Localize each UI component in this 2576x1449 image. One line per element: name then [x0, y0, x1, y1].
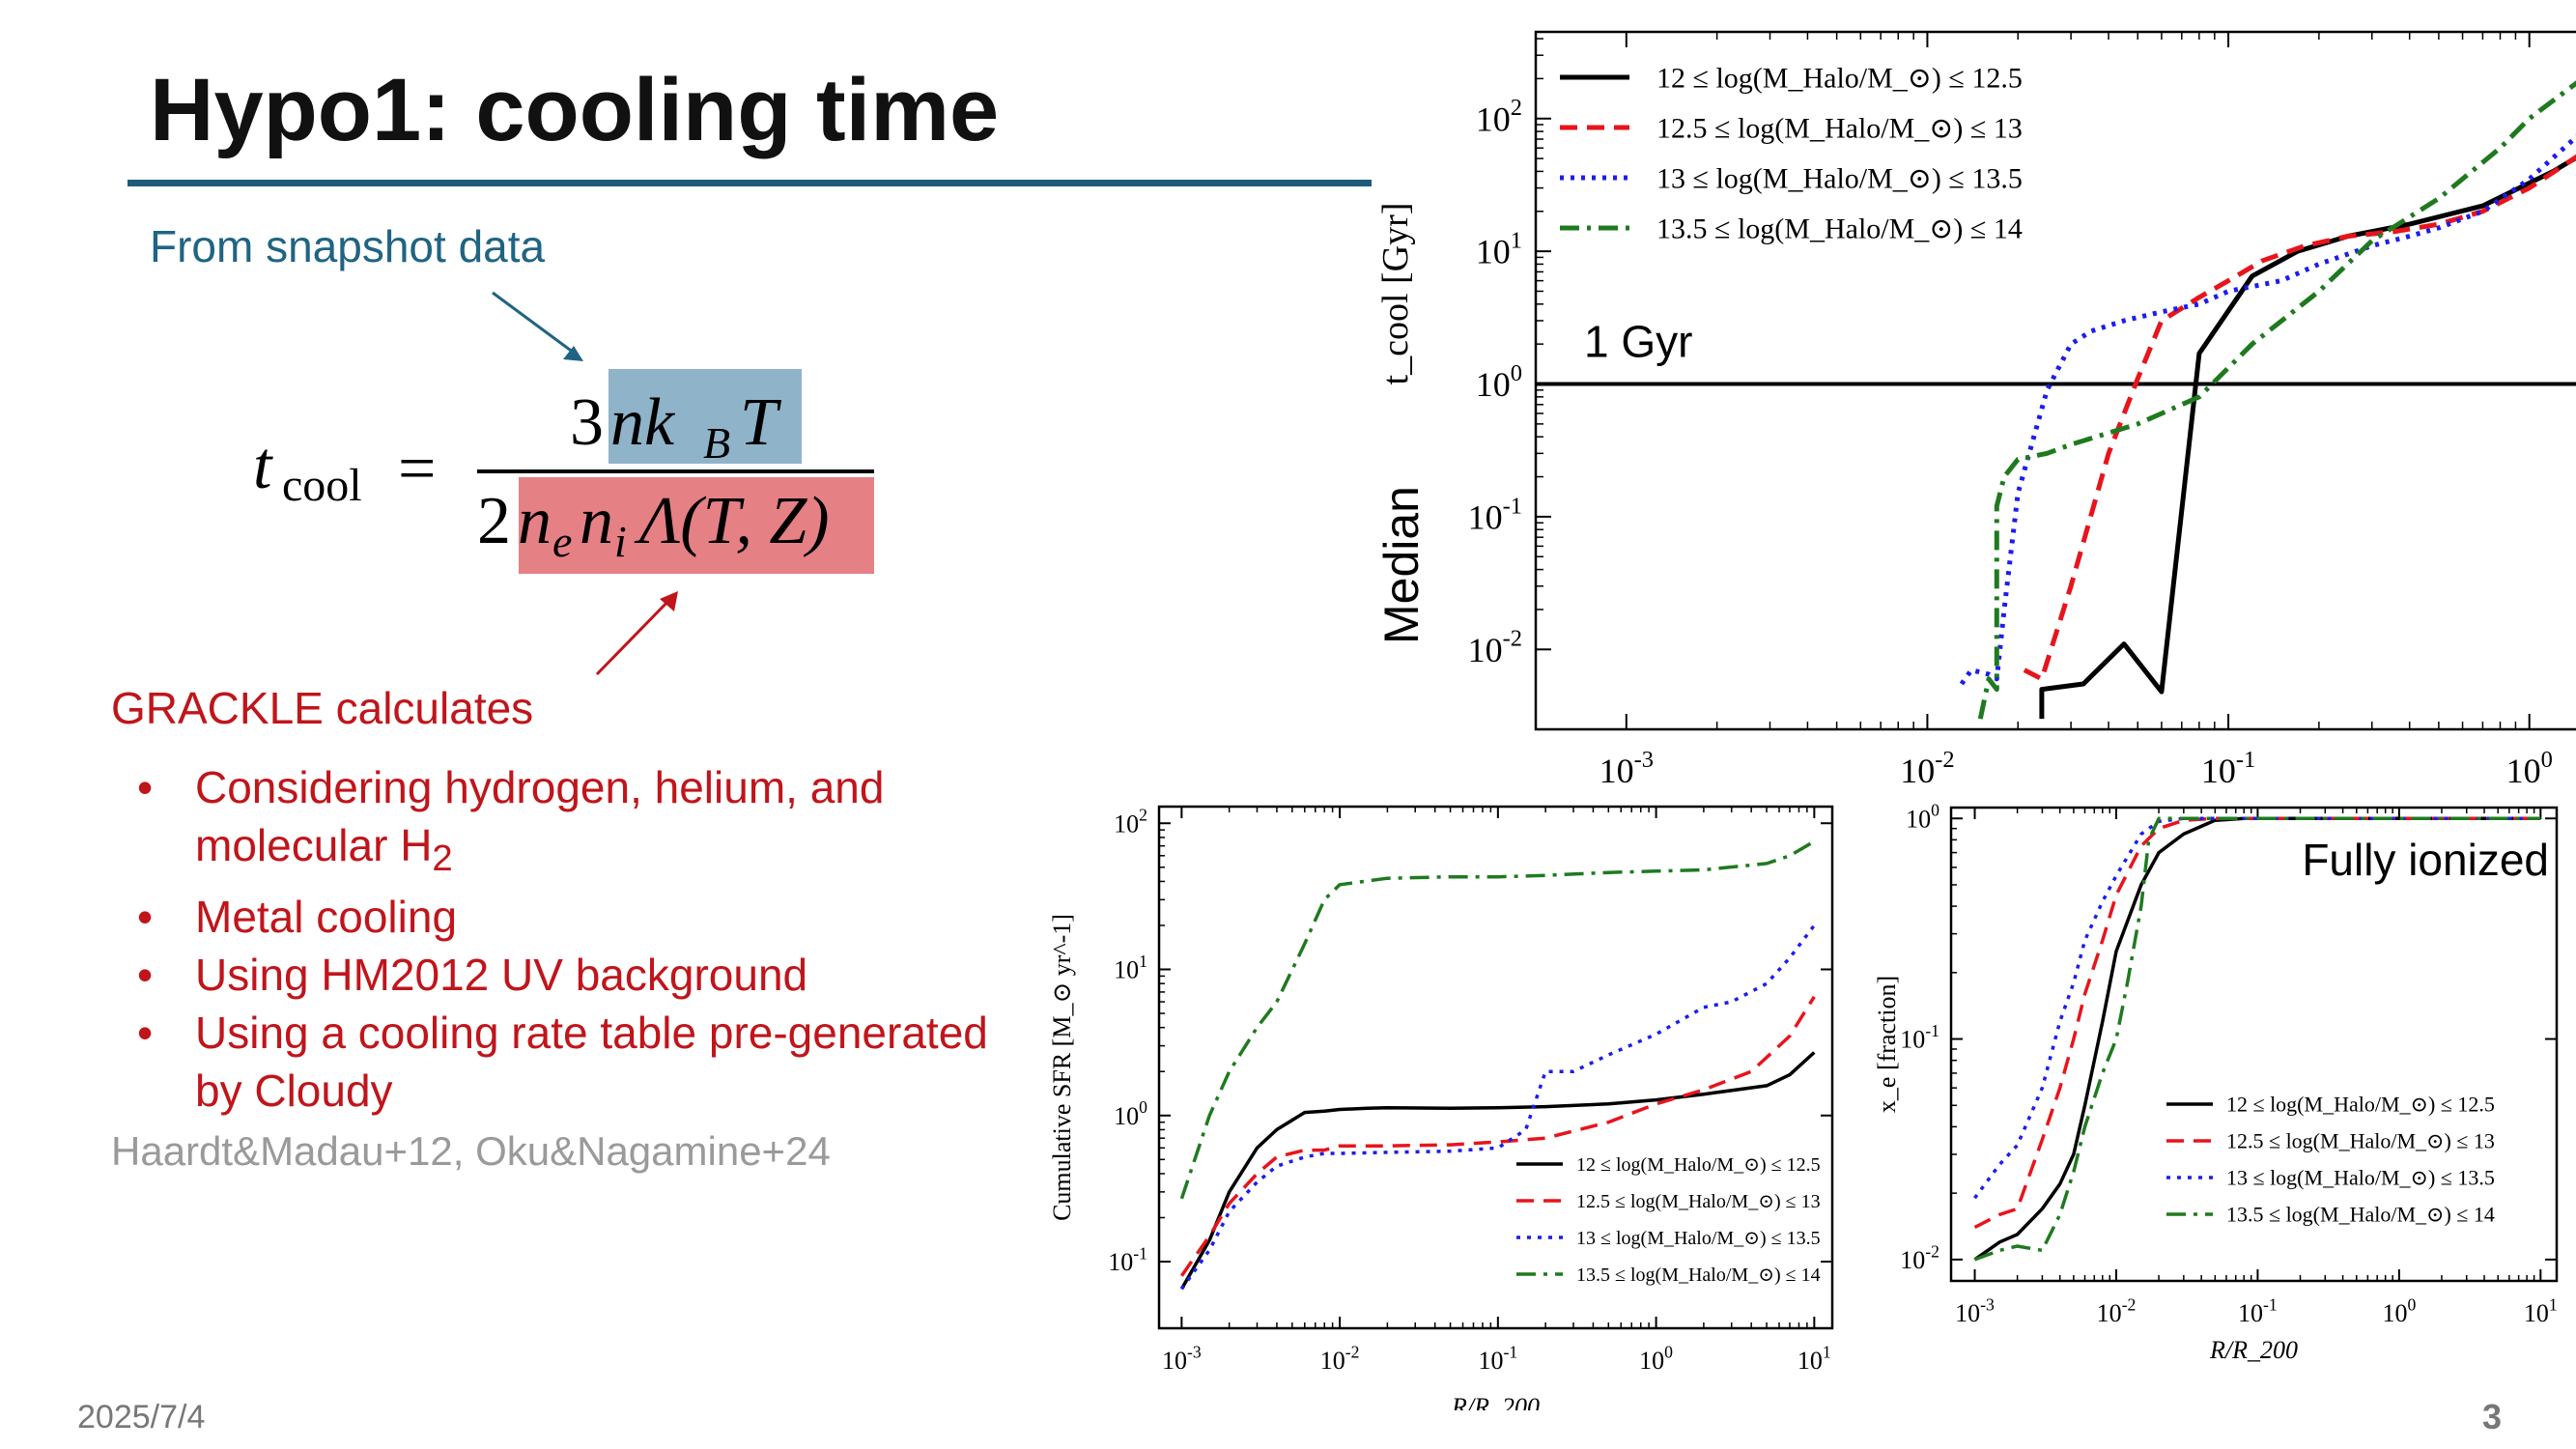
- denominator-highlight: [519, 477, 874, 574]
- tcool-series-12.5-13: [2023, 154, 2576, 682]
- sfr-series-13.5-14: [1179, 839, 1816, 1200]
- sfr-ytick-label: 100: [1114, 1097, 1147, 1130]
- sfr-xtick-label: 101: [1798, 1342, 1831, 1375]
- sfr-xtick-label: 10-1: [1478, 1342, 1517, 1375]
- tcool-series-12-12.5: [2039, 155, 2576, 720]
- tcool-xtick-label: 100: [2506, 747, 2553, 790]
- slide-date: 2025/7/4: [77, 1399, 206, 1435]
- sfr-series-13-13.5: [1179, 923, 1816, 1291]
- tcool-ytick-label: 101: [1476, 228, 1522, 271]
- den-lambda: Λ(T, Z): [634, 484, 830, 558]
- sfr-legend-label: 13.5 ≤ log(M_Halo/M_⊙) ≤ 14: [1576, 1264, 1821, 1286]
- xe-legend-label: 13.5 ≤ log(M_Halo/M_⊙) ≤ 14: [2226, 1203, 2495, 1227]
- sfr-xlabel: R/R_200: [1451, 1393, 1540, 1410]
- xe-legend-label: 13 ≤ log(M_Halo/M_⊙) ≤ 13.5: [2226, 1166, 2495, 1190]
- tcool-series-13.5-14: [1977, 80, 2576, 720]
- slide-title: Hypo1: cooling time: [150, 61, 1000, 159]
- sfr-ytick-label: 10-1: [1108, 1243, 1147, 1276]
- den-ne-sub: e: [552, 517, 572, 566]
- sfr-xtick-label: 100: [1639, 1342, 1673, 1375]
- sfr-ytick-label: 101: [1114, 952, 1147, 984]
- sfr-xtick-label: 10-3: [1162, 1342, 1202, 1375]
- den-coefficient: 2: [477, 484, 511, 558]
- tcool-ytick-label: 102: [1476, 95, 1522, 138]
- sfr-ytick-label: 102: [1114, 806, 1147, 838]
- xe-series-13-13.5: [1973, 816, 2541, 1200]
- tcool-axes-box: [1534, 30, 2576, 731]
- snapshot-arrowhead: [563, 346, 583, 361]
- tcool-xtick-label: 10-2: [1900, 747, 1954, 790]
- sfr-axes-box: [1157, 805, 1834, 1330]
- equals-sign: =: [398, 432, 436, 506]
- title-underline: [127, 180, 1372, 186]
- tcool-xtick-label: 10-1: [2201, 747, 2255, 790]
- numerator-highlight: [609, 369, 802, 464]
- sfr-series-12-12.5: [1179, 1051, 1816, 1291]
- xe-ytick-label: 10-2: [1900, 1241, 1939, 1274]
- tcool-legend-label: 12.5 ≤ log(M_Halo/M_⊙) ≤ 13: [1656, 113, 2023, 145]
- grackle-arrowhead: [660, 591, 678, 611]
- den-ne: n: [518, 484, 552, 558]
- tcool-legend-label: 12 ≤ log(M_Halo/M_⊙) ≤ 12.5: [1656, 63, 2023, 95]
- tcool-ylabel-prefix: Median: [1374, 486, 1429, 644]
- tcool-xtick-label: 10-3: [1599, 747, 1654, 790]
- sfr-series-12.5-13: [1179, 995, 1816, 1277]
- xe-legend-label: 12.5 ≤ log(M_Halo/M_⊙) ≤ 13: [2226, 1129, 2495, 1153]
- tcool-hline-label: 1 Gyr: [1584, 317, 1692, 367]
- sfr-ylabel: Cumulative SFR [M_⊙ yr^-1]: [1048, 914, 1076, 1221]
- bullet-item-1: Considering hydrogen, helium, and molecu…: [126, 758, 1045, 888]
- sfr-legend-label: 12 ≤ log(M_Halo/M_⊙) ≤ 12.5: [1576, 1154, 1821, 1176]
- xe-series-12.5-13: [1973, 816, 2541, 1230]
- grackle-bullet-list: Considering hydrogen, helium, and molecu…: [126, 758, 1045, 1120]
- xe-ylabel: x_e [fraction]: [1874, 976, 1901, 1113]
- bullet-item-4: Using a cooling rate table pre-generated…: [126, 1004, 1045, 1120]
- lhs-t: t: [253, 429, 273, 503]
- xe-annotation: Fully ionized: [2302, 835, 2549, 885]
- xe-legend-label: 12 ≤ log(M_Halo/M_⊙) ≤ 12.5: [2226, 1093, 2495, 1117]
- tcool-legend-label: 13 ≤ log(M_Halo/M_⊙) ≤ 13.5: [1656, 163, 2023, 195]
- den-ni: n: [580, 484, 613, 558]
- snapshot-arrow: [492, 291, 579, 357]
- tcool-ytick-label: 10-1: [1468, 493, 1522, 536]
- page-number: 3: [2482, 1397, 2503, 1436]
- lhs-subscript: cool: [282, 460, 362, 511]
- bullet-item-3: Using HM2012 UV background: [126, 946, 1045, 1004]
- tcool-ylabel: t_cool [Gyr]: [1375, 203, 1416, 385]
- grackle-annotation: GRACKLE calculates: [111, 683, 534, 733]
- sfr-legend-label: 12.5 ≤ log(M_Halo/M_⊙) ≤ 13: [1576, 1191, 1821, 1212]
- xe-xlabel: R/R_200: [2209, 1336, 2298, 1364]
- tcool-legend-label: 13.5 ≤ log(M_Halo/M_⊙) ≤ 14: [1656, 213, 2023, 245]
- sfr-chart: 10-3 10-2 10-1 100 101 10-1 100 101 102 12 ≤ log(…: [1048, 805, 1834, 1410]
- xe-xtick-label: 10-1: [2238, 1294, 2278, 1327]
- num-coefficient: 3: [570, 385, 604, 460]
- grackle-arrow: [595, 595, 674, 676]
- sfr-legend-label: 13 ≤ log(M_Halo/M_⊙) ≤ 13.5: [1576, 1228, 1821, 1249]
- equation-figure: t cool = 3 nk B T 2 n e n i Λ(T, Z): [253, 291, 874, 676]
- num-nk: nk: [610, 385, 676, 460]
- tcool-series-13-13.5: [1959, 133, 2576, 686]
- xe-ytick-label: 100: [1906, 801, 1939, 834]
- sfr-xtick-label: 10-2: [1320, 1342, 1360, 1375]
- xe-xtick-label: 10-3: [1955, 1294, 1995, 1327]
- tcool-ytick-label: 100: [1476, 360, 1522, 404]
- references: Haardt&Madau+12, Oku&Nagamine+24: [111, 1128, 831, 1174]
- num-kB-sub: B: [703, 418, 730, 468]
- xe-xtick-label: 100: [2382, 1294, 2416, 1327]
- snapshot-annotation: From snapshot data: [150, 221, 546, 271]
- xe-xtick-label: 101: [2524, 1294, 2558, 1327]
- num-T: T: [740, 385, 782, 460]
- tcool-ytick-label: 10-2: [1468, 626, 1522, 669]
- xe-axes-box: [1949, 806, 2559, 1283]
- bullet-item-2: Metal cooling: [126, 888, 1045, 946]
- xe-ytick-label: 10-1: [1900, 1021, 1939, 1054]
- den-ni-sub: i: [614, 517, 627, 566]
- xe-chart: 10-3 10-2 10-1 100 101 10-2 10-1 100 12 ≤ log(M_…: [1874, 801, 2559, 1364]
- xe-xtick-label: 10-2: [2097, 1294, 2137, 1327]
